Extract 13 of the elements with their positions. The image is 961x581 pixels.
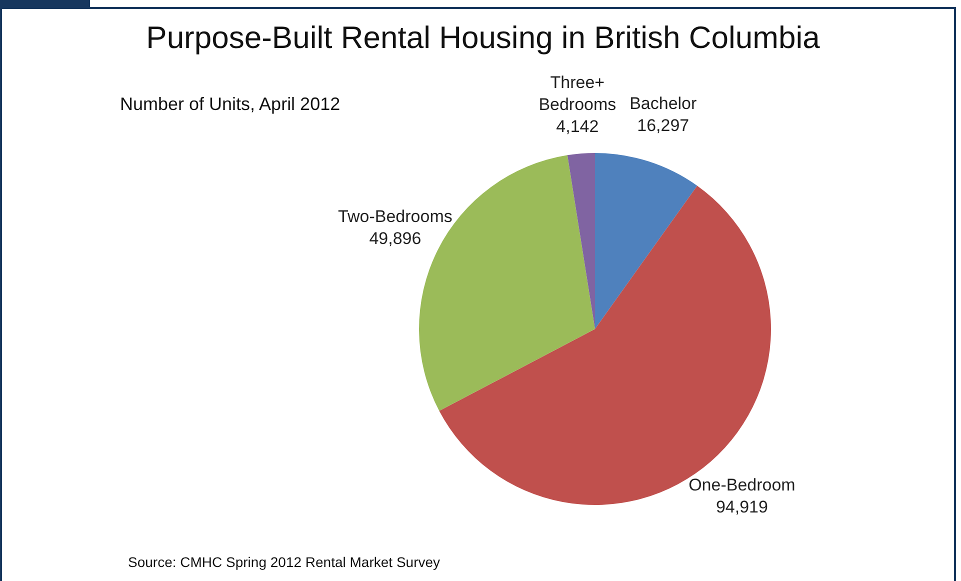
slice-label: Two-Bedrooms (338, 207, 452, 226)
source-note: Source: CMHC Spring 2012 Rental Market Survey (128, 554, 440, 570)
data-label: 94,919 (716, 498, 768, 517)
pie-slice (567, 153, 595, 329)
slice-label: Three+ Bedrooms (538, 74, 616, 115)
slice-label: Bachelor (630, 94, 698, 114)
pie-slice (595, 153, 698, 329)
data-label: 16,297 (637, 116, 690, 136)
chart-title: Purpose-Built Rental Housing in British Columbia (146, 20, 821, 55)
data-label: 49,896 (369, 229, 422, 248)
data-label: 4,142 (556, 118, 599, 137)
slice-label: One-Bedroom (688, 476, 796, 495)
text: Number of Units, April 2012 (120, 94, 340, 114)
